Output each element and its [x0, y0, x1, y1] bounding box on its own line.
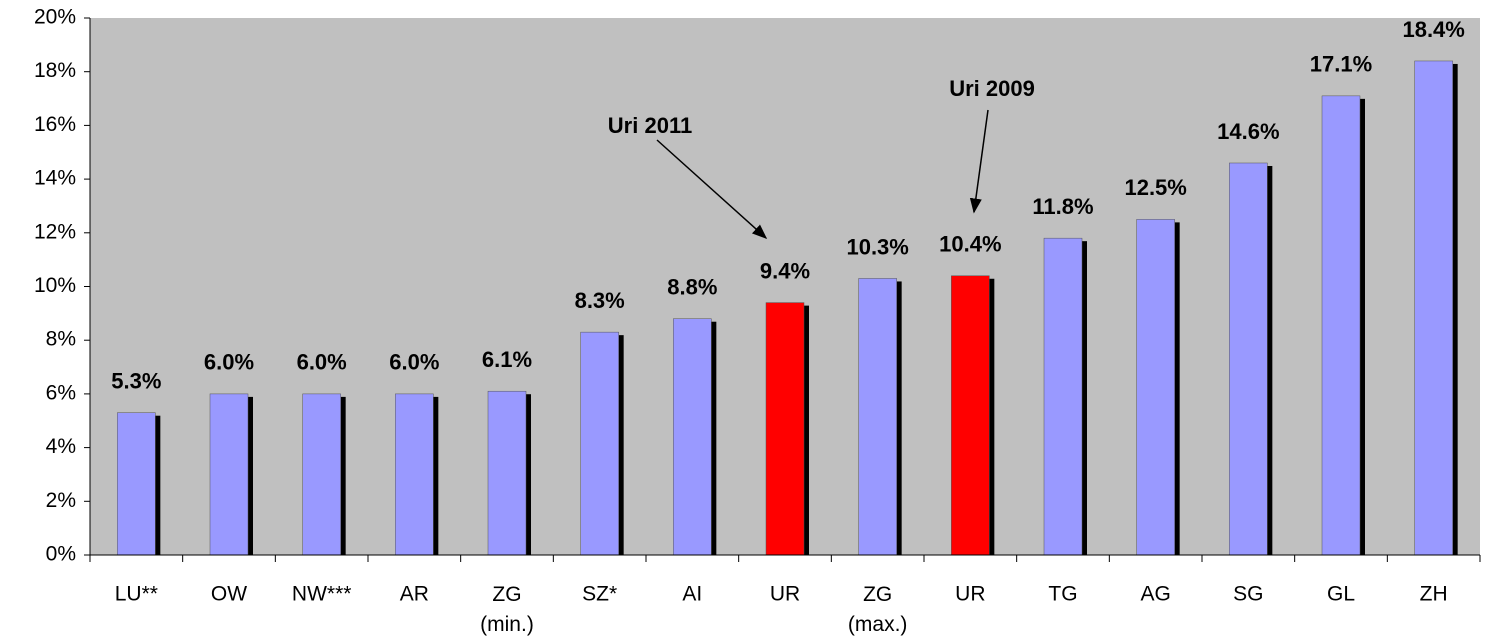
x-tick-label: AR	[400, 583, 429, 606]
x-tick-label: SZ*	[582, 583, 617, 606]
annotation-arrow	[656, 139, 768, 240]
x-tick-label: AI	[682, 583, 702, 606]
bar	[1136, 219, 1175, 556]
y-tick-label: 8%	[46, 328, 76, 351]
value-label: 18.4%	[1402, 17, 1464, 42]
y-tick-label: 12%	[34, 220, 76, 243]
value-label: 6.0%	[204, 350, 254, 375]
x-tick-label: LU**	[115, 583, 158, 606]
value-label: 9.4%	[760, 258, 810, 283]
bar	[765, 302, 805, 556]
y-tick-label: 16%	[34, 113, 76, 136]
value-label: 6.1%	[482, 347, 532, 372]
bar	[580, 331, 619, 556]
value-label: 12.5%	[1124, 175, 1186, 200]
x-tick-label: ZG (min.)	[480, 583, 534, 636]
x-tick-label: SG	[1233, 583, 1263, 606]
bar	[1414, 60, 1453, 556]
y-tick-label: 6%	[46, 381, 76, 404]
bar	[487, 390, 527, 556]
value-label: 8.8%	[667, 275, 717, 300]
y-tick-label: 20%	[34, 6, 76, 29]
y-tick-label: 14%	[34, 167, 76, 190]
value-label: 14.6%	[1217, 119, 1279, 144]
y-tick-label: 4%	[46, 435, 76, 458]
x-tick-label: OW	[211, 583, 247, 606]
value-label: 10.4%	[939, 232, 1001, 257]
x-tick-label: UR	[955, 583, 985, 606]
x-tick-label: TG	[1048, 583, 1077, 606]
bar	[858, 278, 897, 556]
bar	[1321, 95, 1361, 556]
x-tick-label: ZH	[1420, 583, 1448, 606]
annotation: Uri 2011	[608, 113, 692, 138]
bar	[209, 393, 249, 556]
bar	[395, 393, 434, 556]
value-label: 8.3%	[575, 288, 625, 313]
annotation: Uri 2009	[949, 76, 1035, 101]
x-tick-label: ZG (max.)	[848, 583, 908, 636]
value-label: 17.1%	[1310, 52, 1372, 77]
value-label: 5.3%	[111, 369, 161, 394]
x-tick-label: UR	[770, 583, 800, 606]
value-label: 6.0%	[389, 350, 439, 375]
bar	[117, 412, 156, 556]
bar	[1229, 162, 1268, 556]
x-tick-label: GL	[1327, 583, 1355, 606]
bar	[1043, 237, 1083, 556]
value-label: 11.8%	[1032, 194, 1093, 219]
y-tick-label: 2%	[46, 489, 76, 512]
bar	[673, 318, 712, 556]
value-label: 6.0%	[297, 350, 347, 375]
x-tick-label: NW***	[292, 583, 352, 606]
y-tick-label: 10%	[34, 274, 76, 297]
bar	[302, 393, 341, 556]
bar	[951, 275, 990, 556]
y-tick-label: 18%	[34, 59, 76, 82]
x-tick-label: AG	[1140, 583, 1170, 606]
y-tick-label: 0%	[46, 543, 76, 566]
value-label: 10.3%	[846, 234, 908, 259]
annotation-arrow	[969, 109, 989, 214]
